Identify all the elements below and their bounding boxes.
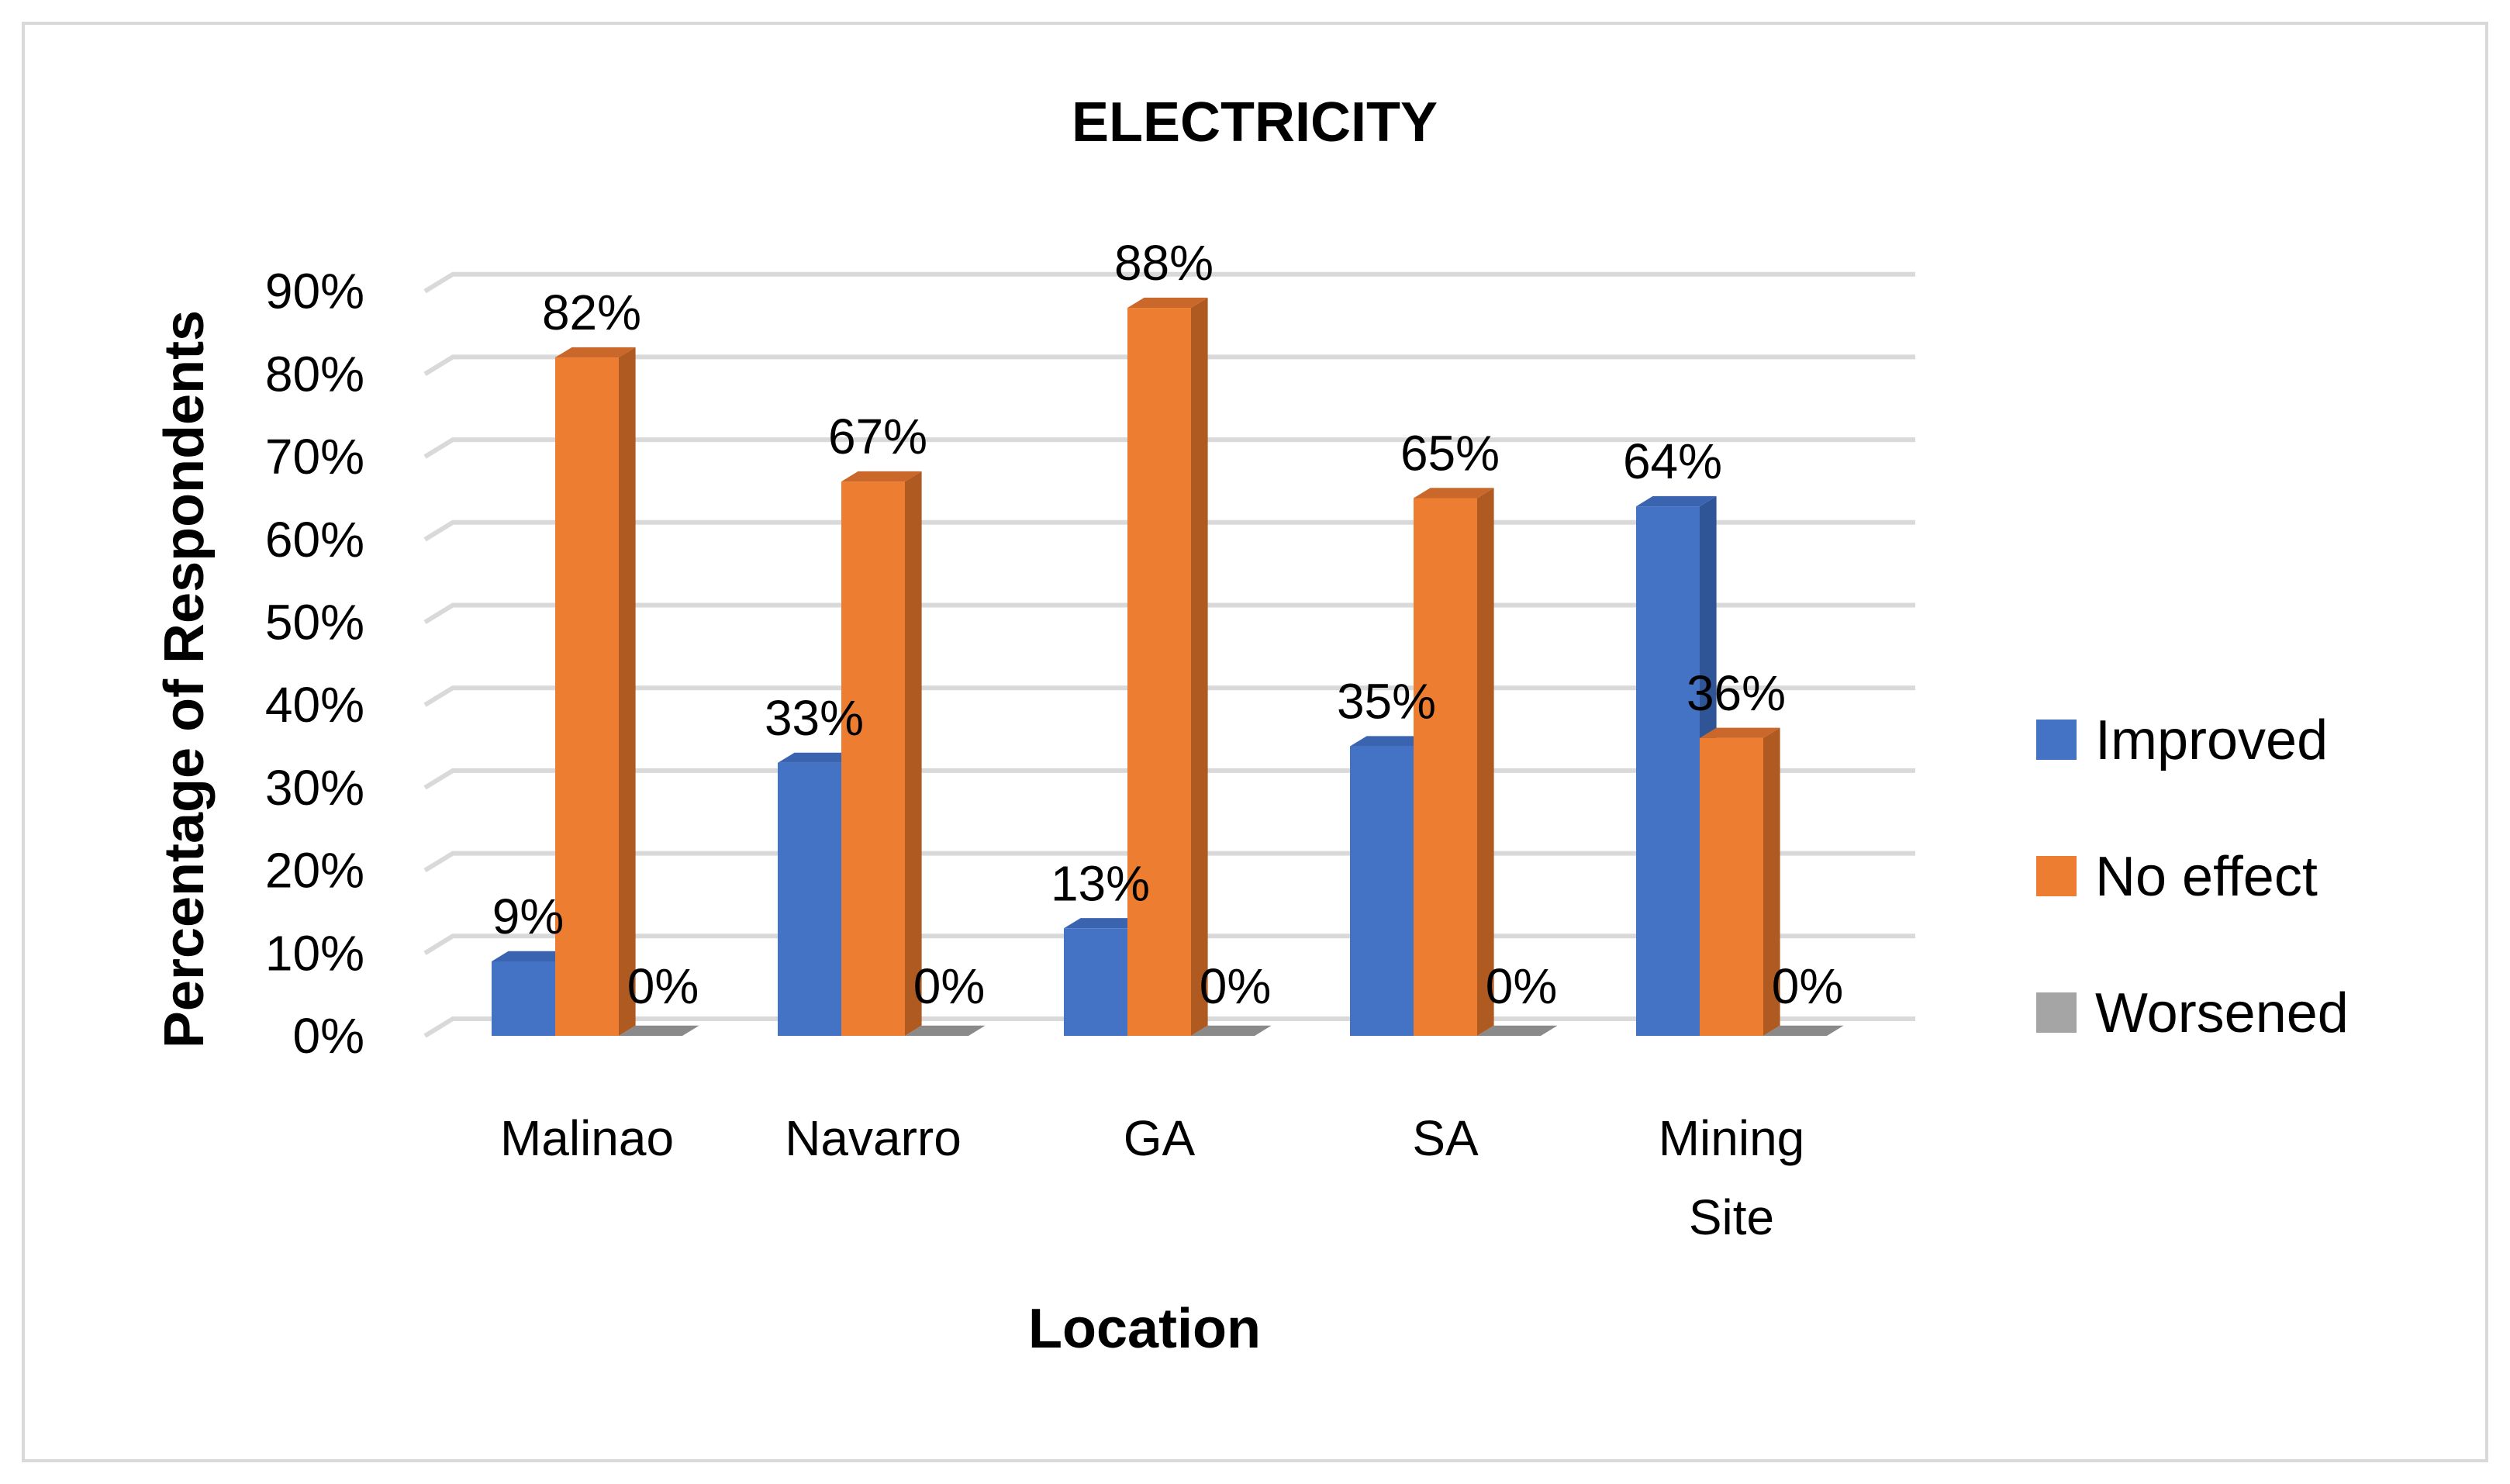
data-label: 0% xyxy=(1486,958,1558,1014)
y-tick-label: 40% xyxy=(265,677,364,733)
legend-item: Worsened xyxy=(2036,982,2349,1044)
bar-no-effect xyxy=(841,471,922,1036)
bar-worsened xyxy=(905,1025,986,1036)
bar-top xyxy=(905,1025,986,1036)
bar-improved xyxy=(1636,495,1717,1036)
chart-text: ELECTRICITY Location Percentage of Respo… xyxy=(154,91,1438,1360)
data-label: 82% xyxy=(542,285,641,340)
data-label: 9% xyxy=(492,889,564,944)
gridline xyxy=(423,354,1915,376)
legend: Improved No effect Worsened xyxy=(2036,709,2349,1044)
category-label: Mining Site xyxy=(1659,1110,1805,1245)
bar-top xyxy=(619,1025,699,1036)
gridline xyxy=(423,437,1915,459)
bar-front xyxy=(555,357,619,1036)
bar-no-effect xyxy=(1414,488,1494,1036)
chart-title: ELECTRICITY xyxy=(1072,91,1438,154)
y-tick-label: 70% xyxy=(265,429,364,485)
data-labels: 9% 82% 0% 33% 67% 0% 13% 88% 0% 35% 65% 0% 64% 36% 0% xyxy=(492,235,1844,1014)
bar-top xyxy=(1700,727,1780,738)
bar-no-effect xyxy=(1700,727,1780,1036)
bar-top xyxy=(1414,488,1494,499)
bar-front xyxy=(492,961,555,1036)
category-label: SA xyxy=(1412,1110,1479,1166)
bar-worsened xyxy=(1191,1025,1272,1036)
bar-top xyxy=(555,347,636,358)
legend-swatch xyxy=(2036,720,2077,760)
bar-top xyxy=(1064,918,1145,929)
legend-swatch xyxy=(2036,856,2077,896)
bar-front xyxy=(1700,737,1763,1036)
bar-side xyxy=(1477,488,1494,1036)
category-label: Malinao xyxy=(500,1110,674,1166)
bar-top xyxy=(1636,495,1717,507)
data-label: 0% xyxy=(627,958,699,1014)
bar-front xyxy=(841,481,905,1036)
y-tick-label: 0% xyxy=(293,1008,365,1064)
bar-top xyxy=(1191,1025,1272,1036)
bar-no-effect xyxy=(555,347,636,1036)
bar-top xyxy=(1127,297,1208,309)
bar-top xyxy=(778,752,858,763)
data-label: 36% xyxy=(1687,665,1786,721)
data-label: 13% xyxy=(1051,855,1150,911)
bars xyxy=(492,297,1844,1037)
data-label: 0% xyxy=(1200,958,1272,1014)
legend-item: No effect xyxy=(2036,846,2318,908)
data-label: 0% xyxy=(1772,958,1844,1014)
bar-front xyxy=(1350,746,1414,1036)
y-tick-label: 90% xyxy=(265,264,364,319)
y-tick-label: 10% xyxy=(265,925,364,981)
y-tick-label: 80% xyxy=(265,346,364,402)
bar-front xyxy=(778,762,841,1036)
bar-top xyxy=(1350,736,1431,747)
bar-front xyxy=(1414,498,1477,1036)
bar-worsened xyxy=(619,1025,699,1036)
y-tick-label: 30% xyxy=(265,760,364,816)
y-tick-label: 60% xyxy=(265,512,364,568)
y-axis-ticks: 0% 10% 20% 30% 40% 50% 60% 70% 80% 90% xyxy=(265,264,364,1064)
bar-no-effect xyxy=(1127,297,1208,1037)
legend-swatch xyxy=(2036,992,2077,1033)
data-label: 64% xyxy=(1623,433,1722,489)
bar-front xyxy=(1064,928,1127,1036)
y-axis-title: Percentage of Respondents xyxy=(154,310,216,1048)
data-label: 0% xyxy=(913,958,986,1014)
data-label: 88% xyxy=(1114,235,1214,291)
bar-top xyxy=(1763,1025,1844,1036)
legend-label: Worsened xyxy=(2095,982,2349,1044)
legend-item: Improved xyxy=(2036,709,2328,771)
bar-side xyxy=(1763,727,1780,1036)
bar-side xyxy=(1191,297,1208,1037)
y-tick-label: 20% xyxy=(265,843,364,899)
data-label: 65% xyxy=(1400,425,1500,481)
bar-front xyxy=(1636,506,1700,1036)
bar-top xyxy=(492,951,572,961)
bar-worsened xyxy=(1763,1025,1844,1036)
y-tick-label: 50% xyxy=(265,595,364,651)
gridline xyxy=(423,271,1915,294)
bar-top xyxy=(841,471,922,482)
legend-label: No effect xyxy=(2095,846,2318,908)
category-label: GA xyxy=(1124,1110,1196,1166)
x-axis-title: Location xyxy=(1028,1298,1261,1360)
bar-side xyxy=(619,347,636,1036)
bar-front xyxy=(1127,308,1191,1036)
x-axis-categories: Malinao Navarro GA SA Mining Site xyxy=(500,1110,1804,1245)
legend-label: Improved xyxy=(2095,709,2328,771)
chart-frame xyxy=(22,22,2488,1462)
bar-top xyxy=(1477,1025,1558,1036)
bar-side xyxy=(905,471,922,1036)
data-label: 35% xyxy=(1337,674,1436,730)
category-label: Navarro xyxy=(785,1110,962,1166)
data-label: 33% xyxy=(765,690,864,746)
bar-worsened xyxy=(1477,1025,1558,1036)
data-label: 67% xyxy=(828,409,927,464)
